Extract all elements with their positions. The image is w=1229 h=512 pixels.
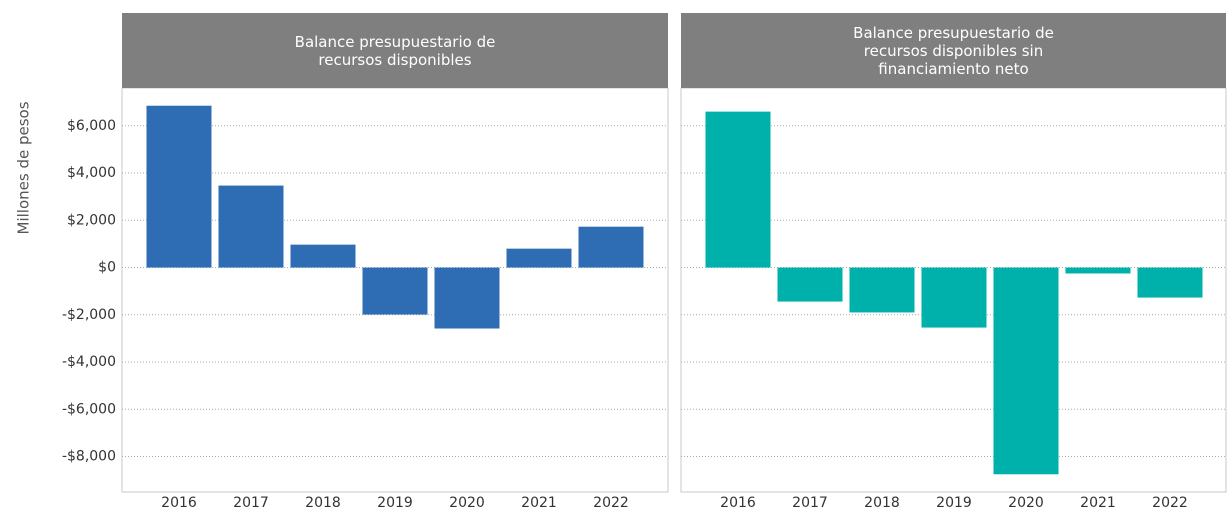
- bar: [434, 267, 500, 329]
- bar: [506, 248, 572, 268]
- plot-frame: [121, 87, 669, 493]
- x-tick-label: 2021: [521, 495, 557, 511]
- panel-header: Balance presupuestario de recursos dispo…: [122, 13, 668, 88]
- x-tick-label: 2016: [720, 495, 756, 511]
- x-tick-label: 2019: [377, 495, 413, 511]
- x-tick-label: 2019: [936, 495, 972, 511]
- plot-frame: [680, 87, 1227, 493]
- x-tick-label: 2022: [1152, 495, 1188, 511]
- y-tick-label: $4,000: [67, 165, 116, 181]
- bar: [849, 267, 915, 313]
- x-tick-label: 2016: [161, 495, 197, 511]
- y-tick-label: $6,000: [67, 118, 116, 134]
- bar: [921, 267, 987, 328]
- y-tick-label: $0: [98, 260, 116, 276]
- x-tick-label: 2020: [449, 495, 485, 511]
- bar: [777, 267, 843, 302]
- bar: [290, 244, 356, 268]
- x-tick-label: 2017: [233, 495, 269, 511]
- x-tick-label: 2021: [1080, 495, 1116, 511]
- y-axis-label: Millones de pesos: [15, 101, 33, 234]
- x-tick-label: 2020: [1008, 495, 1044, 511]
- bar: [705, 111, 771, 268]
- x-tick-label: 2018: [305, 495, 341, 511]
- panel-header: Balance presupuestario de recursos dispo…: [681, 13, 1226, 88]
- bar: [993, 267, 1059, 475]
- bar: [578, 226, 644, 268]
- panel-title: Balance presupuestario de recursos dispo…: [294, 32, 496, 69]
- y-tick-label: -$2,000: [62, 307, 116, 323]
- y-tick-label: -$8,000: [62, 449, 116, 465]
- panel-title: Balance presupuestario de recursos dispo…: [853, 23, 1054, 78]
- bar: [362, 267, 428, 315]
- bar: [1065, 267, 1131, 274]
- bar: [146, 105, 212, 268]
- x-tick-label: 2022: [593, 495, 629, 511]
- y-tick-label: -$6,000: [62, 401, 116, 417]
- x-tick-label: 2018: [864, 495, 900, 511]
- y-tick-label: $2,000: [67, 212, 116, 228]
- y-tick-label: -$4,000: [62, 354, 116, 370]
- bar: [218, 185, 284, 268]
- bar: [1137, 267, 1203, 298]
- x-tick-label: 2017: [792, 495, 828, 511]
